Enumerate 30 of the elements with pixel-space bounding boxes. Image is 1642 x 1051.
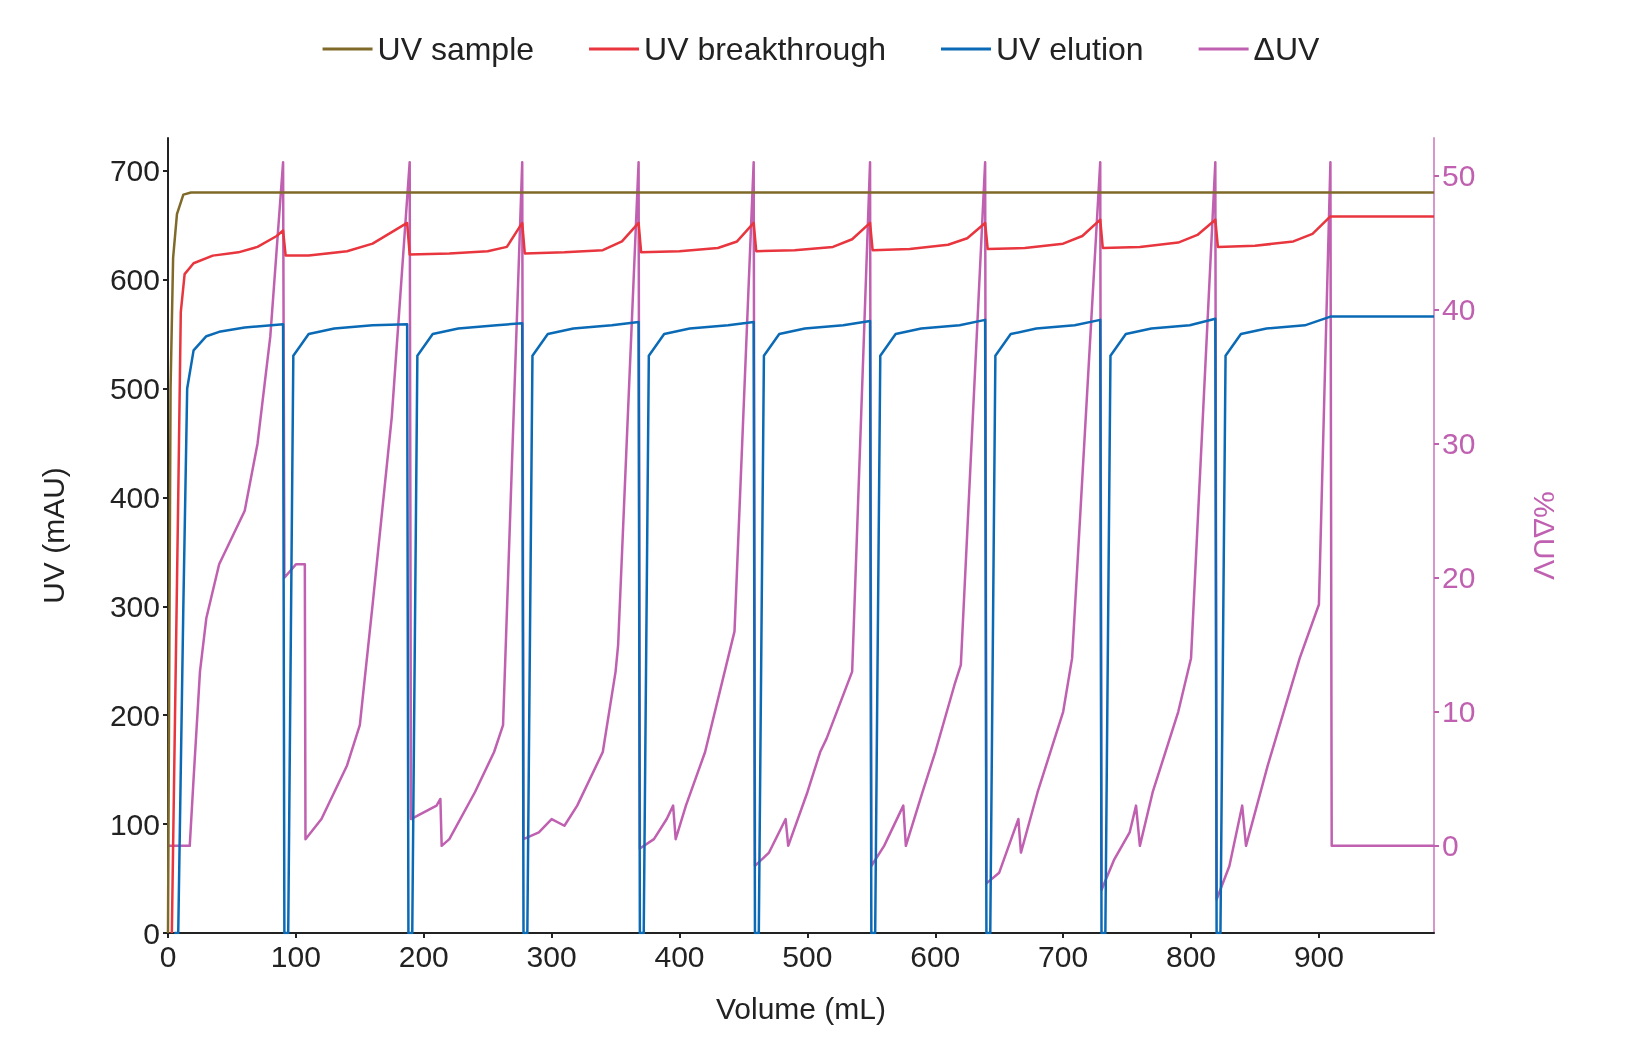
- x-tick-label: 400: [654, 939, 705, 973]
- y-tick-label: 700: [109, 154, 160, 188]
- y2-tick-label: 30: [1442, 427, 1476, 461]
- x-axis-title: Volume (mL): [715, 991, 887, 1025]
- legend-label: UV elution: [995, 31, 1144, 67]
- x-tick-label: 900: [1293, 939, 1344, 973]
- y2-tick-label: 40: [1442, 293, 1476, 327]
- y2-tick-label: 50: [1442, 159, 1476, 193]
- legend-label: UV breakthrough: [644, 31, 886, 67]
- y-tick-label: 500: [109, 371, 160, 405]
- x-tick-label: 800: [1166, 939, 1217, 973]
- y2-tick-label: 0: [1442, 829, 1459, 863]
- x-tick-label: 600: [910, 939, 961, 973]
- x-tick-label: 500: [782, 939, 833, 973]
- y2-tick-label: 10: [1442, 695, 1476, 729]
- y-tick-label: 600: [109, 263, 160, 297]
- y-tick-label: 0: [143, 916, 160, 950]
- y2-axis-title: %ΔUV: [1527, 491, 1561, 580]
- x-tick-label: 700: [1038, 939, 1089, 973]
- y-axis-title: UV (mAU): [36, 467, 70, 604]
- y2-tick-label: 20: [1442, 561, 1476, 595]
- x-tick-label: 300: [526, 939, 577, 973]
- x-tick-label: 200: [398, 939, 449, 973]
- legend-label: ΔUV: [1253, 31, 1321, 67]
- y-tick-label: 200: [109, 698, 160, 732]
- y-tick-label: 400: [109, 480, 160, 514]
- y-tick-label: 100: [109, 807, 160, 841]
- legend-label: UV sample: [377, 31, 535, 67]
- y-tick-label: 300: [109, 589, 160, 623]
- x-tick-label: 100: [270, 939, 321, 973]
